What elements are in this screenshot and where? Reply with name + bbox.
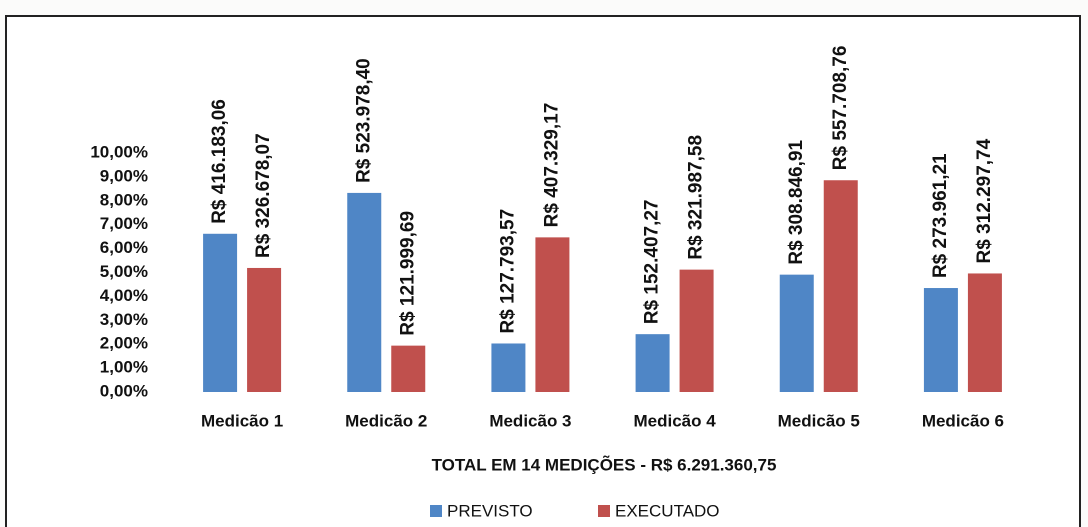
bar xyxy=(203,233,238,392)
bar xyxy=(635,334,670,392)
amount-label: R$ 523.978,40 xyxy=(353,58,374,183)
amount-label: R$ 416.183,06 xyxy=(209,99,230,224)
amount-label: R$ 308.846,91 xyxy=(786,140,807,265)
bar xyxy=(247,267,282,392)
legend-label: EXECUTADO xyxy=(615,501,720,520)
bar xyxy=(391,345,426,392)
amount-label: R$ 407.329,17 xyxy=(541,103,562,228)
y-tick-label: 5,00% xyxy=(100,262,148,281)
y-tick-label: 0,00% xyxy=(100,381,148,400)
y-tick-label: 9,00% xyxy=(100,166,148,185)
bar xyxy=(679,269,714,392)
y-tick-label: 6,00% xyxy=(100,238,148,257)
bar xyxy=(347,192,382,392)
bar xyxy=(967,273,1002,392)
bar xyxy=(823,180,858,392)
x-tick-label: Medicão 5 xyxy=(778,411,860,430)
y-tick-label: 7,00% xyxy=(100,214,148,233)
amount-label: R$ 326.678,07 xyxy=(253,133,274,258)
amount-label: R$ 121.999,69 xyxy=(397,211,418,336)
y-tick-label: 4,00% xyxy=(100,286,148,305)
chart-subtitle: TOTAL EM 14 MEDIÇÕES - R$ 6.291.360,75 xyxy=(432,454,777,474)
y-tick-label: 10,00% xyxy=(90,142,148,161)
legend-swatch xyxy=(430,505,442,517)
bar xyxy=(923,288,958,392)
x-tick-label: Medicão 3 xyxy=(489,411,571,430)
amount-label: R$ 321.987,58 xyxy=(686,135,707,260)
legend-label: PREVISTO xyxy=(447,501,533,520)
amount-label: R$ 273.961,21 xyxy=(930,153,951,278)
y-tick-label: 3,00% xyxy=(100,310,148,329)
amount-label: R$ 557.708,76 xyxy=(830,46,851,171)
bar xyxy=(535,237,570,392)
x-tick-label: Medicão 6 xyxy=(922,411,1004,430)
y-tick-label: 1,00% xyxy=(100,358,148,377)
y-tick-label: 2,00% xyxy=(100,334,148,353)
bar xyxy=(779,274,814,392)
amount-label: R$ 127.793,57 xyxy=(497,209,518,334)
y-tick-label: 8,00% xyxy=(100,190,148,209)
amount-label: R$ 152.407,27 xyxy=(642,199,663,324)
x-tick-label: Medicão 2 xyxy=(345,411,427,430)
x-tick-label: Medicão 1 xyxy=(201,411,283,430)
amount-label: R$ 312.297,74 xyxy=(974,138,995,263)
bar xyxy=(491,343,526,392)
x-tick-label: Medicão 4 xyxy=(633,411,716,430)
legend-swatch xyxy=(598,505,610,517)
